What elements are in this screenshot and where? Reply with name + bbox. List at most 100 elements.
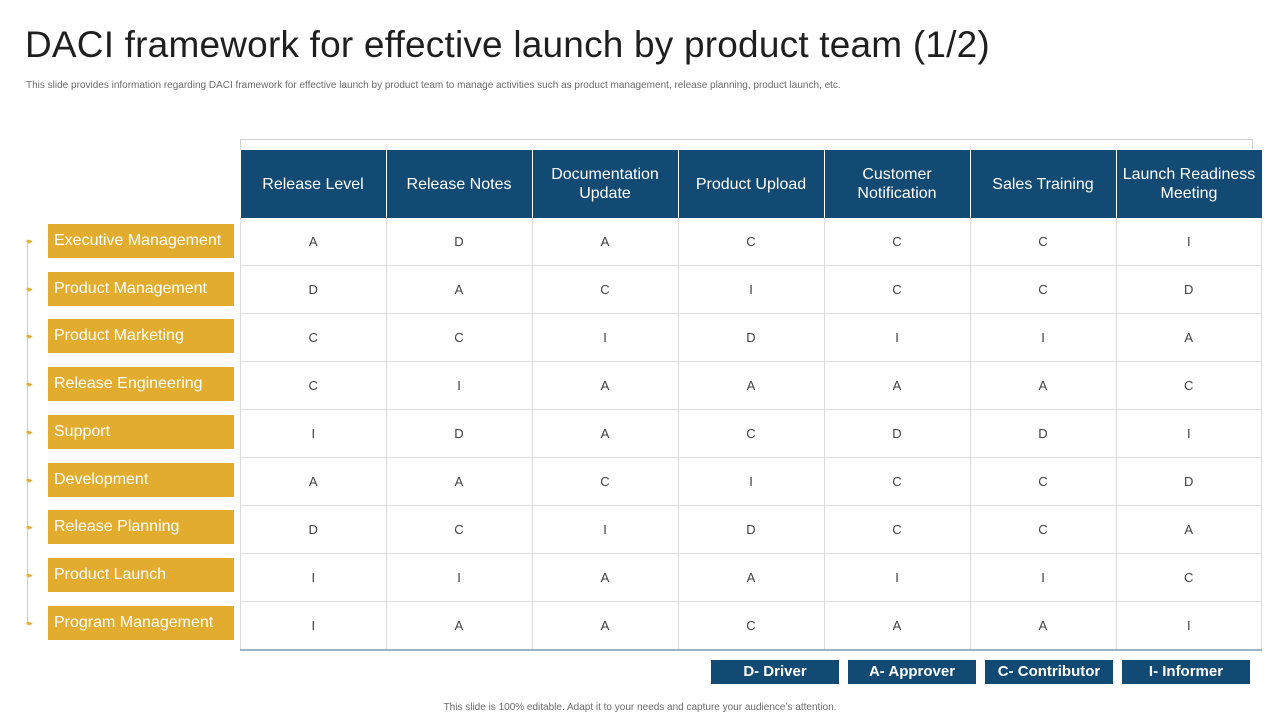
matrix-cell: I [678, 265, 825, 314]
bullet-arrow-icon: ▪▸ [26, 522, 33, 533]
role-row: ▪▸ Development [0, 457, 240, 505]
daci-matrix: Release Level Release Notes Documentatio… [240, 150, 1262, 651]
matrix-cell: A [970, 361, 1117, 410]
matrix-cell: I [970, 553, 1117, 602]
bullet-arrow-icon: ▪▸ [26, 617, 33, 628]
matrix-cell: C [678, 601, 825, 651]
role-row: ▪▸ Executive Management [0, 218, 240, 266]
matrix-cell: D [386, 409, 533, 458]
column-header-release-level: Release Level [240, 150, 386, 218]
matrix-cell: C [240, 313, 387, 362]
matrix-cell: C [386, 313, 533, 362]
matrix-cell: C [970, 265, 1117, 314]
matrix-cell: A [532, 409, 679, 458]
role-row: ▪▸ Release Planning [0, 504, 240, 552]
matrix-cell: A [532, 553, 679, 602]
role-label: Program Management [48, 605, 234, 640]
matrix-cell: C [970, 218, 1117, 266]
table-top-bracket [240, 139, 1253, 149]
matrix-cell: D [1116, 265, 1262, 314]
matrix-cell: A [386, 265, 533, 314]
matrix-cell: I [1116, 409, 1262, 458]
matrix-cell: A [824, 361, 971, 410]
matrix-cell: I [386, 553, 533, 602]
matrix-cell: D [970, 409, 1117, 458]
column-header-customer-notification: Customer Notification [823, 150, 970, 218]
role-label: Executive Management [48, 224, 234, 258]
column-header-release-notes: Release Notes [385, 150, 532, 218]
legend-approver: A- Approver [848, 660, 976, 684]
matrix-cell: C [824, 457, 971, 506]
matrix-cell: A [970, 601, 1117, 651]
matrix-cell: C [532, 457, 679, 506]
matrix-cell: A [532, 218, 679, 266]
role-row: ▪▸ Product Marketing [0, 313, 240, 361]
bullet-arrow-icon: ▪▸ [26, 283, 33, 294]
bullet-arrow-icon: ▪▸ [26, 379, 33, 390]
bullet-arrow-icon: ▪▸ [26, 474, 33, 485]
footer-note: This slide is 100% editable. Adapt it to… [443, 702, 837, 713]
matrix-cell: A [532, 601, 679, 651]
matrix-cell: I [532, 313, 679, 362]
matrix-cell: D [678, 505, 825, 554]
matrix-cell: I [240, 553, 387, 602]
matrix-cell: C [240, 361, 387, 410]
role-label: Release Planning [48, 510, 234, 545]
matrix-cell: C [1116, 553, 1262, 602]
legend-driver: D- Driver [711, 660, 839, 684]
matrix-cell: A [678, 553, 825, 602]
bullet-arrow-icon: ▪▸ [26, 236, 33, 246]
matrix-cell: I [678, 457, 825, 506]
matrix-cell: D [386, 218, 533, 266]
column-header-sales-training: Sales Training [969, 150, 1116, 218]
role-label: Support [48, 414, 234, 449]
column-header-launch-readiness-meeting: Launch Readiness Meeting [1115, 150, 1262, 218]
matrix-cell: C [824, 265, 971, 314]
legend-contributor: C- Contributor [985, 660, 1113, 684]
matrix-cell: A [386, 601, 533, 651]
matrix-header-row: Release Level Release Notes Documentatio… [240, 150, 1262, 218]
matrix-cell: C [824, 218, 971, 266]
column-header-product-upload: Product Upload [677, 150, 824, 218]
legend: D- Driver A- Approver C- Contributor I- … [711, 660, 1259, 684]
matrix-cell: D [240, 265, 387, 314]
matrix-cell: C [1116, 361, 1262, 410]
legend-informer: I- Informer [1122, 660, 1250, 684]
matrix-cell: I [970, 313, 1117, 362]
matrix-cell: D [678, 313, 825, 362]
matrix-cell: A [386, 457, 533, 506]
bullet-arrow-icon: ▪▸ [26, 569, 33, 580]
column-header-documentation-update: Documentation Update [531, 150, 678, 218]
bullet-arrow-icon: ▪▸ [26, 426, 33, 437]
role-row: ▪▸ Support [0, 409, 240, 457]
matrix-cell: A [240, 457, 387, 506]
matrix-cell: I [240, 601, 387, 651]
bracket-right-cap [1252, 139, 1253, 149]
matrix-cell: D [240, 505, 387, 554]
matrix-cell: I [824, 553, 971, 602]
matrix-cell: C [386, 505, 533, 554]
matrix-cell: A [240, 218, 387, 266]
matrix-cell: A [1116, 313, 1262, 362]
matrix-cell: A [678, 361, 825, 410]
role-row: ▪▸ Program Management [0, 600, 240, 648]
role-row: ▪▸ Product Management [0, 266, 240, 314]
matrix-cell: I [824, 313, 971, 362]
matrix-cell: D [1116, 457, 1262, 506]
matrix-cell: I [386, 361, 533, 410]
matrix-cell: I [532, 505, 679, 554]
matrix-cell: A [824, 601, 971, 651]
role-label: Release Engineering [48, 367, 234, 402]
matrix-cell: C [824, 505, 971, 554]
matrix-cell: D [824, 409, 971, 458]
page-subtitle: This slide provides information regardin… [26, 80, 841, 91]
matrix-cell: I [240, 409, 387, 458]
bullet-arrow-icon: ▪▸ [26, 331, 33, 342]
